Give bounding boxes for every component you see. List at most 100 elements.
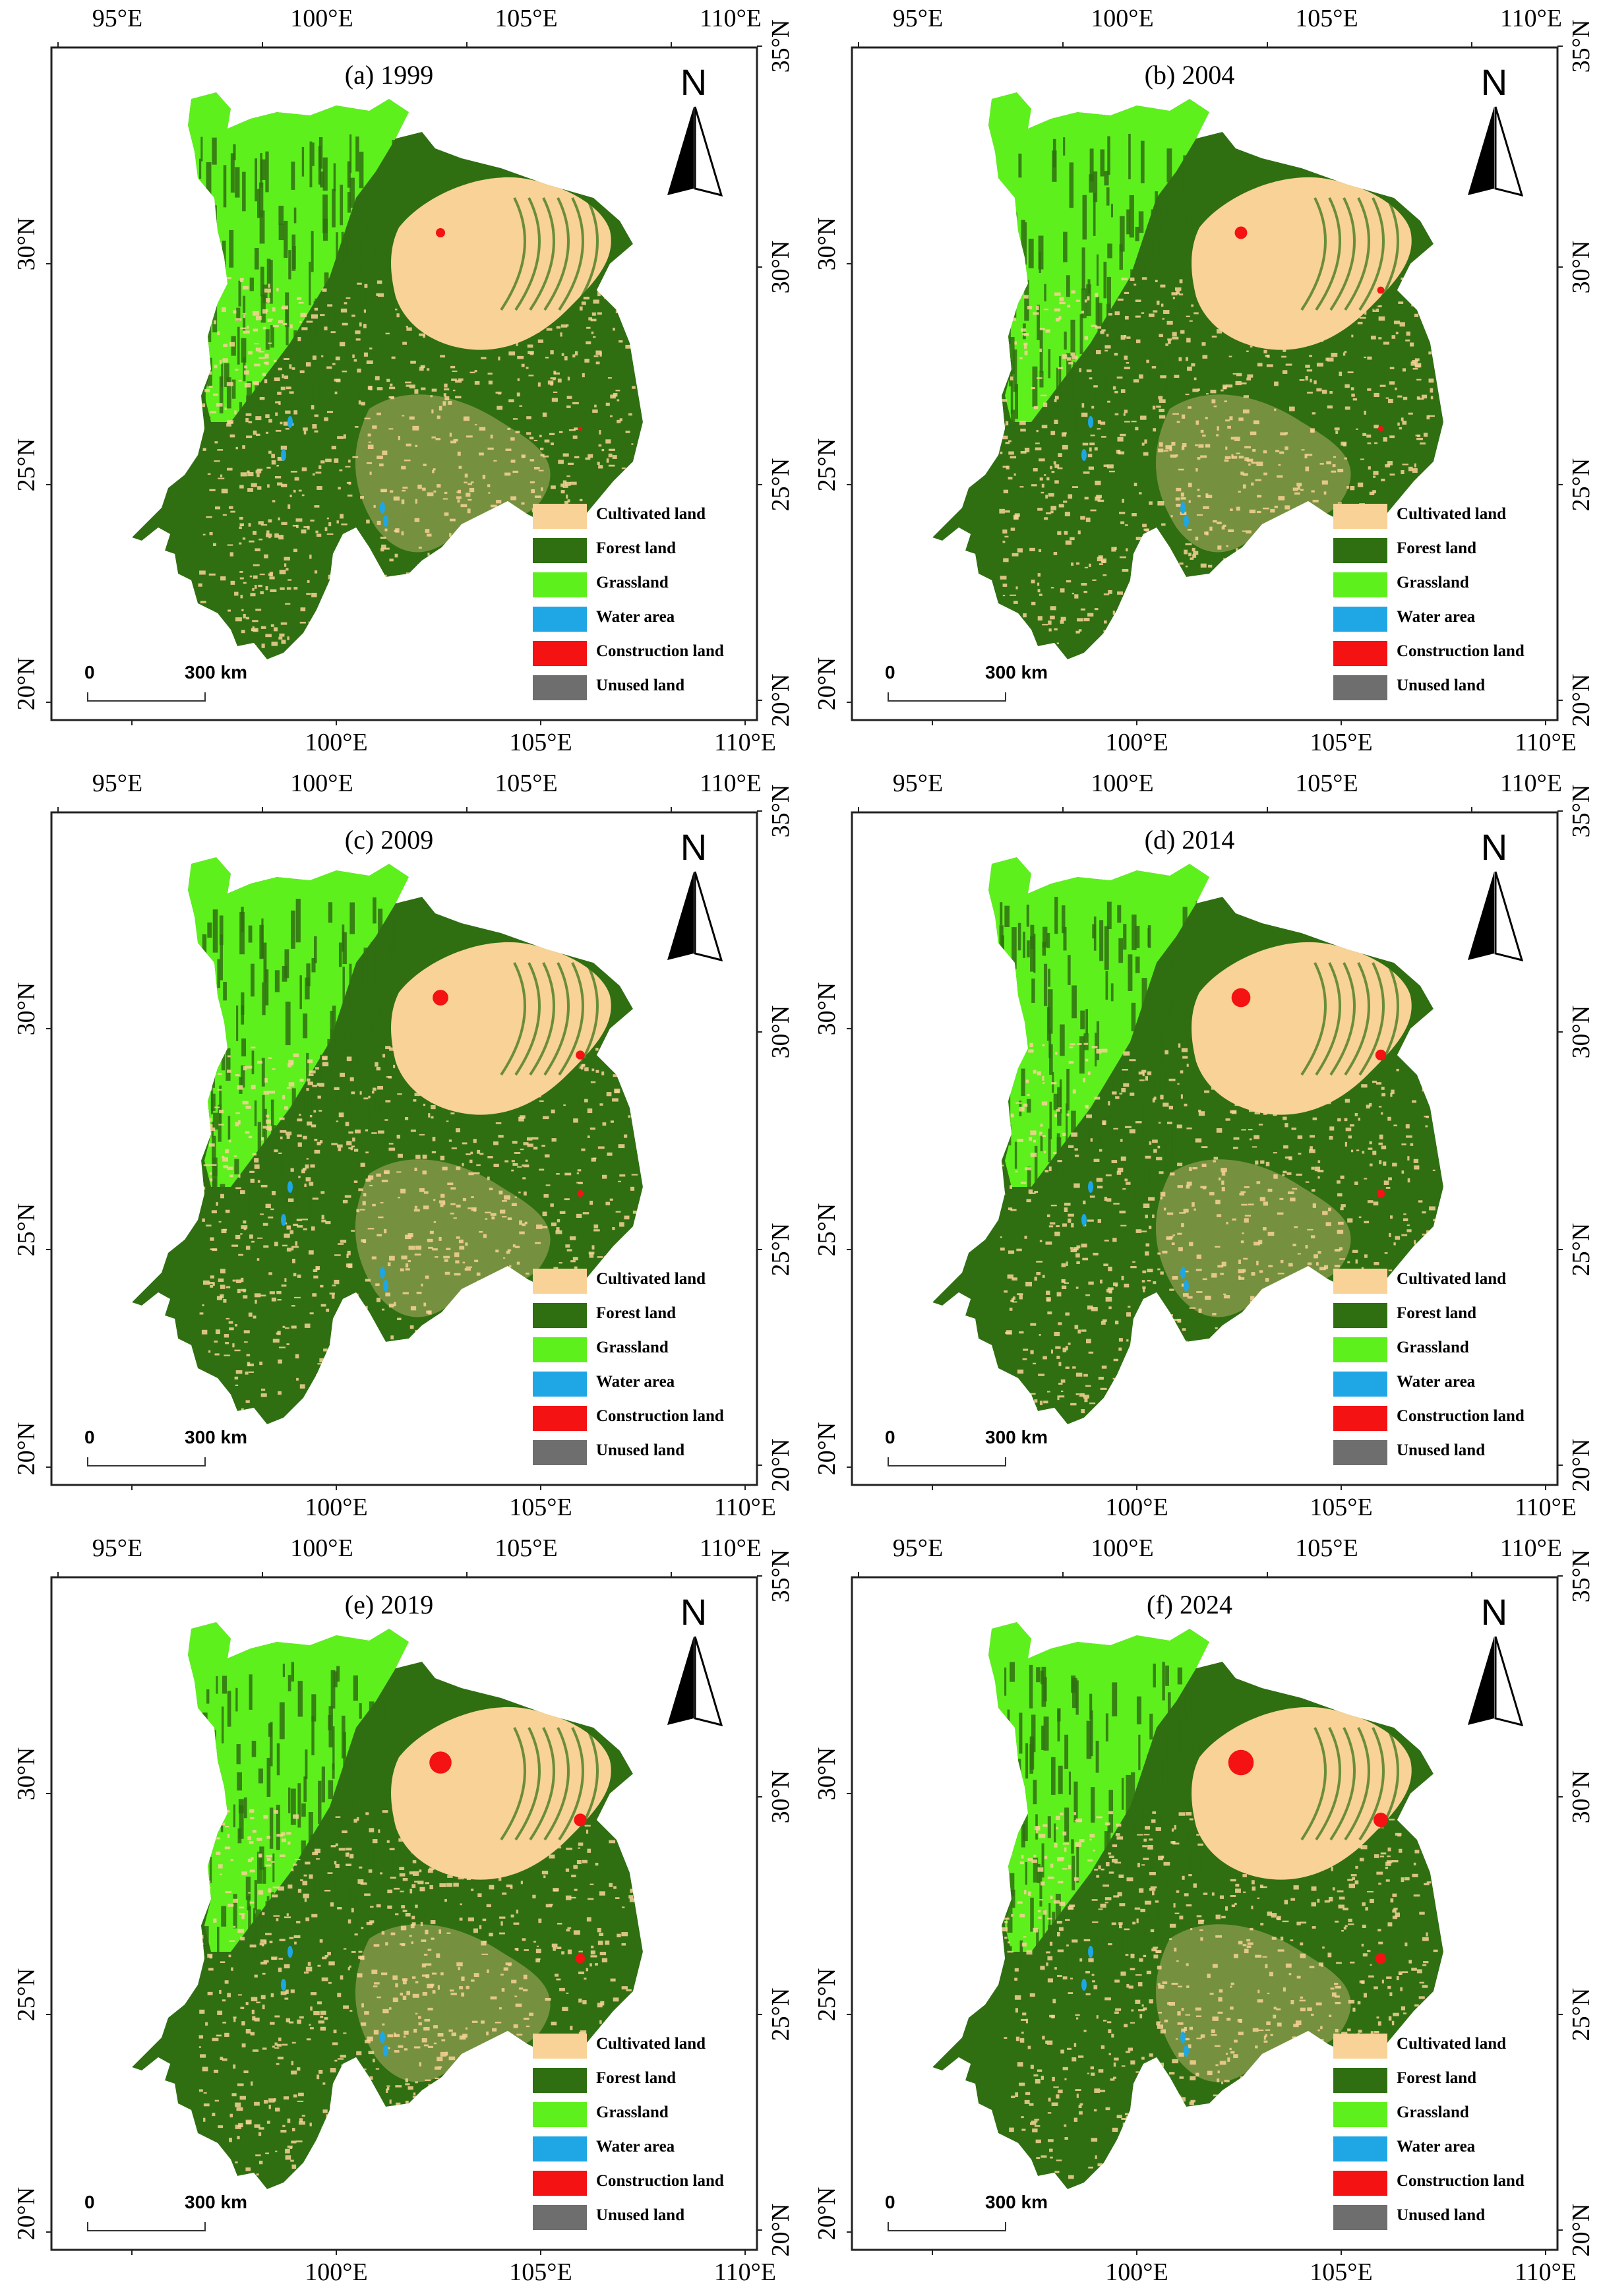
legend-label: Water area [596, 1373, 675, 1391]
scale-bar-line [888, 1457, 1006, 1466]
lon-tick-top: 100°E [290, 5, 353, 32]
legend-label: Forest land [1397, 539, 1477, 557]
lon-tick-bottom: 100°E [1105, 2258, 1168, 2286]
lon-tick-bottom: 100°E [1105, 1494, 1168, 1521]
lon-tick-bottom: 105°E [1310, 2258, 1373, 2286]
lon-tick-top: 105°E [1295, 5, 1358, 32]
lon-tick-top: 100°E [290, 1534, 353, 1562]
panel-title: (b) 2004 [1144, 60, 1235, 90]
construction-land-patch [1377, 425, 1384, 432]
legend-label: Forest land [596, 2069, 677, 2087]
legend-swatch [1333, 2068, 1387, 2093]
land-use-map-2019 [46, 1572, 762, 2255]
scale-bar-line [888, 692, 1006, 702]
legend-swatch [1333, 504, 1387, 529]
construction-land-patch [1375, 1049, 1387, 1061]
construction-land-patch [1374, 1813, 1388, 1827]
lat-tick-left: 25°N [13, 1968, 40, 2022]
scale-end-label: 300 km [985, 1427, 1048, 1447]
land-use-map-1999 [46, 42, 762, 725]
lon-tick-bottom: 110°E [714, 2258, 776, 2286]
scale-bar-line [87, 2222, 206, 2231]
legend-label: Cultivated land [596, 505, 706, 523]
lon-tick-top: 95°E [892, 770, 944, 797]
map-panel-2014: 95°E 100°E 105°E 110°E 100°E 105°E 110°E 30°N 25… [800, 765, 1601, 1530]
legend-swatch [1333, 1269, 1387, 1294]
legend-label: Water area [1397, 608, 1476, 626]
cultivated-land-basin [1192, 177, 1412, 350]
lat-tick-right: 30°N [1567, 1005, 1595, 1059]
lat-tick-right: 35°N [1567, 1549, 1595, 1603]
legend-swatch [533, 538, 587, 563]
construction-land-patch [574, 1813, 587, 1827]
lat-tick-right: 20°N [767, 1438, 795, 1492]
legend-swatch [1333, 1372, 1387, 1397]
construction-land-patch [576, 1050, 585, 1060]
legend-label: Construction land [1397, 642, 1525, 660]
lon-tick-top: 110°E [700, 1534, 762, 1562]
legend-swatch [533, 1406, 587, 1431]
legend-label: Construction land [1397, 2172, 1525, 2190]
legend-swatch [1333, 2205, 1387, 2230]
construction-land-patch [1231, 988, 1251, 1008]
lat-tick-left: 20°N [813, 2187, 841, 2241]
map-panel-1999: 95°E 100°E 105°E 110°E 100°E 105°E 110°E 30°N 25… [0, 0, 800, 765]
lon-tick-bottom: 100°E [305, 1494, 368, 1521]
lat-tick-left: 25°N [13, 438, 40, 492]
legend-label: Forest land [1397, 1304, 1477, 1322]
legend-label: Unused land [596, 1441, 685, 1459]
construction-land-patch [578, 427, 582, 431]
cultivated-land-basin [1192, 942, 1412, 1115]
legend-label: Forest land [1397, 2069, 1477, 2087]
lat-tick-left: 25°N [813, 1968, 841, 2022]
land-use-map-2004 [847, 42, 1563, 725]
north-label: N [680, 826, 708, 868]
legend-swatch [533, 2205, 587, 2230]
lat-tick-left: 30°N [813, 1747, 841, 1801]
legend-swatch [1333, 1337, 1387, 1362]
construction-land-patch [1228, 1749, 1254, 1776]
panel-title: (d) 2014 [1144, 825, 1235, 855]
lon-tick-top: 95°E [892, 5, 944, 32]
legend-swatch [533, 641, 587, 666]
legend-label: Water area [1397, 1373, 1476, 1391]
panel-title: (e) 2019 [344, 1590, 434, 1619]
legend-swatch [533, 1440, 587, 1465]
lat-tick-left: 25°N [13, 1203, 40, 1257]
lon-tick-bottom: 105°E [509, 1494, 572, 1521]
lon-tick-top: 110°E [1500, 770, 1562, 797]
north-label: N [680, 1591, 708, 1633]
legend-swatch [533, 2068, 587, 2093]
north-arrow-icon [667, 1636, 723, 1727]
legend-label: Cultivated land [1397, 1270, 1507, 1288]
construction-land-patch [436, 228, 445, 237]
lon-tick-top: 95°E [92, 5, 143, 32]
legend-label: Construction land [596, 642, 724, 660]
construction-land-patch [433, 990, 448, 1006]
legend-label: Cultivated land [1397, 505, 1507, 523]
lat-tick-right: 35°N [767, 784, 795, 838]
legend-label: Grassland [1397, 2103, 1469, 2121]
panel-title: (c) 2009 [344, 825, 434, 855]
lon-tick-bottom: 110°E [714, 1494, 776, 1521]
map-panel-2009: 95°E 100°E 105°E 110°E 100°E 105°E 110°E 30°N 25… [0, 765, 800, 1530]
construction-land-patch [429, 1751, 452, 1774]
scale-bar-line [87, 692, 206, 702]
legend-swatch [533, 2102, 587, 2127]
legend-swatch [1333, 1440, 1387, 1465]
north-label: N [1480, 61, 1508, 103]
lat-tick-left: 20°N [13, 1422, 40, 1476]
lat-tick-right: 30°N [767, 1005, 795, 1059]
lon-tick-bottom: 105°E [509, 729, 572, 756]
land-use-map-2009 [46, 807, 762, 1490]
lat-tick-right: 25°N [767, 458, 795, 512]
cultivated-land-basin [391, 942, 611, 1115]
lat-tick-left: 20°N [13, 657, 40, 711]
lon-tick-bottom: 100°E [1105, 729, 1168, 756]
north-label: N [1480, 1591, 1508, 1633]
lon-tick-top: 105°E [495, 5, 558, 32]
legend-label: Water area [596, 608, 675, 626]
scale-end-label: 300 km [985, 662, 1048, 682]
north-arrow-icon [667, 106, 723, 197]
legend-label: Water area [1397, 2138, 1476, 2156]
